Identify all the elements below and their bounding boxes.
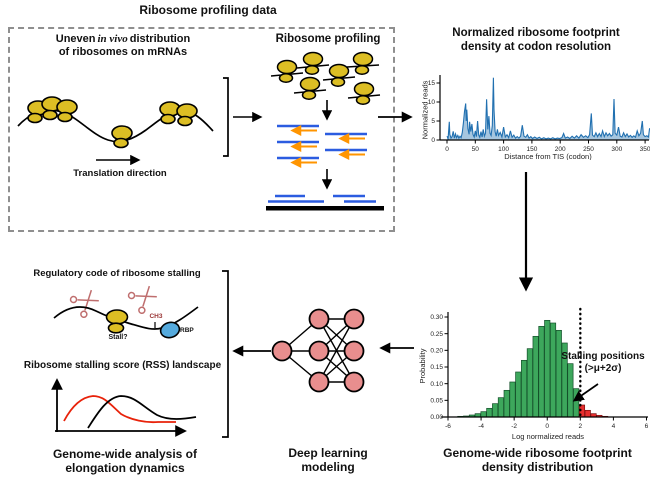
network-caption: Deep learning modeling <box>288 446 368 475</box>
svg-text:15: 15 <box>428 80 436 87</box>
svg-text:Log normalized reads: Log normalized reads <box>512 432 584 441</box>
svg-text:100: 100 <box>498 146 509 153</box>
translation-direction-label: Translation direction <box>73 168 167 179</box>
neural-network <box>271 308 365 393</box>
histogram-caption: Genome-wide ribosome footprint density d… <box>443 446 632 475</box>
reads-group <box>277 124 367 168</box>
svg-text:150: 150 <box>526 146 537 153</box>
svg-text:Probability: Probability <box>418 348 427 383</box>
svg-text:0.25: 0.25 <box>430 331 443 338</box>
svg-text:5: 5 <box>431 118 435 125</box>
figure-title: Ribosome profiling data <box>139 3 277 17</box>
ribosome-fragment-cluster <box>270 51 381 105</box>
rss-landscape-heading: Ribosome stalling score (RSS) landscape <box>23 360 222 371</box>
alignment-group <box>266 194 384 211</box>
svg-text:-6: -6 <box>445 423 451 430</box>
rss-landscape-sketch <box>51 378 197 437</box>
svg-text:0.15: 0.15 <box>430 364 443 371</box>
svg-text:10: 10 <box>428 99 436 106</box>
ribosome-profiling-data-box <box>8 27 395 232</box>
svg-text:0: 0 <box>431 137 435 144</box>
svg-text:-4: -4 <box>478 423 484 430</box>
svg-text:250: 250 <box>583 146 594 153</box>
svg-text:2: 2 <box>579 423 583 430</box>
uneven-distribution-heading: Uneven in vivo distribution of ribosomes o… <box>55 33 191 58</box>
ch3-label: CH3 <box>149 313 163 320</box>
svg-text:50: 50 <box>472 146 480 153</box>
stalling-positions-annotation: Stalling positions (>μ+2σ) <box>561 351 645 374</box>
left-panel-bracket <box>223 77 229 157</box>
rss-black-curve <box>87 395 197 429</box>
bottom-left-bracket <box>222 270 229 438</box>
svg-text:200: 200 <box>555 146 566 153</box>
svg-text:4: 4 <box>612 423 616 430</box>
svg-text:Distance from TIS (codon): Distance from TIS (codon) <box>504 152 592 160</box>
rbp-label: RBP <box>180 327 194 334</box>
bottom-left-caption: Genome-wide analysis of elongation dynam… <box>52 447 198 476</box>
stall-label: Stall? <box>108 334 128 341</box>
svg-text:0.05: 0.05 <box>430 398 443 405</box>
regulatory-code-heading: Regulatory code of ribosome stalling <box>33 268 201 279</box>
svg-text:0: 0 <box>445 146 449 153</box>
svg-text:0.20: 0.20 <box>430 348 443 355</box>
regulatory-mrna-sketch <box>53 306 199 339</box>
rss-red-curve <box>63 395 176 424</box>
footprint-chart-title: Normalized ribosome footprint density at… <box>452 27 620 53</box>
svg-text:0.30: 0.30 <box>430 314 443 321</box>
svg-text:0: 0 <box>545 423 549 430</box>
svg-text:-2: -2 <box>511 423 517 430</box>
ribosome-icons <box>27 96 198 149</box>
svg-text:300: 300 <box>611 146 622 153</box>
svg-text:6: 6 <box>645 423 649 430</box>
in-vivo-italic: in vivo <box>97 33 128 45</box>
svg-text:350: 350 <box>640 146 650 153</box>
rbp-circle <box>159 321 181 339</box>
ribosome-profiling-heading: Ribosome profiling <box>275 33 381 45</box>
stalling-annotation-arrow <box>572 383 599 402</box>
stalled-ribosome-icon <box>105 309 129 334</box>
svg-text:0.00: 0.00 <box>430 414 443 421</box>
density-histogram: 0.00 0.05 0.10 0.15 0.20 0.25 0.30 -6 -4 -2 0 2 4 6 Lo… <box>418 307 649 441</box>
svg-text:Normalized reads: Normalized reads <box>421 80 430 139</box>
svg-text:0.10: 0.10 <box>430 381 443 388</box>
